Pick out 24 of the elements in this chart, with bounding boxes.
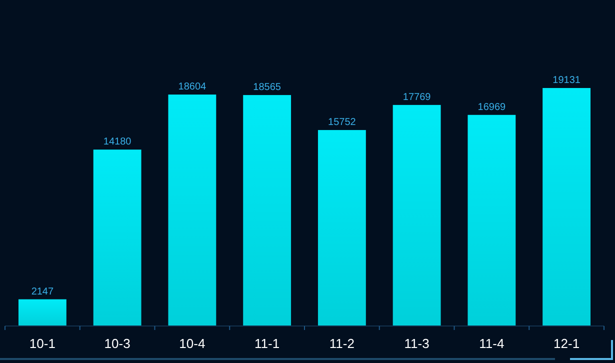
bar — [168, 94, 216, 326]
bar — [392, 104, 441, 326]
x-tick-label: 10-3 — [104, 336, 130, 351]
bar — [318, 130, 366, 326]
data-label: 17769 — [402, 92, 432, 103]
x-tick-label: 10-1 — [29, 336, 56, 351]
x-tick-label: 11-2 — [329, 336, 354, 351]
x-tick-label: 11-4 — [479, 336, 504, 351]
bar — [542, 88, 591, 326]
data-label: 16969 — [478, 102, 506, 113]
data-label: 14180 — [103, 136, 132, 148]
data-label: 18604 — [178, 82, 207, 93]
x-tick-label: 11-3 — [404, 336, 430, 351]
x-tick-label: 12-1 — [554, 336, 580, 351]
data-label: 15752 — [328, 117, 356, 128]
x-tick-label: 11-1 — [254, 336, 280, 351]
x-tick-label: 10-4 — [179, 336, 206, 351]
bar — [93, 150, 142, 326]
data-label: 2147 — [31, 286, 54, 298]
bar — [468, 114, 516, 326]
bar — [18, 299, 66, 326]
data-label: 18565 — [253, 82, 282, 94]
data-label: 19131 — [552, 75, 581, 86]
bar — [243, 95, 292, 326]
